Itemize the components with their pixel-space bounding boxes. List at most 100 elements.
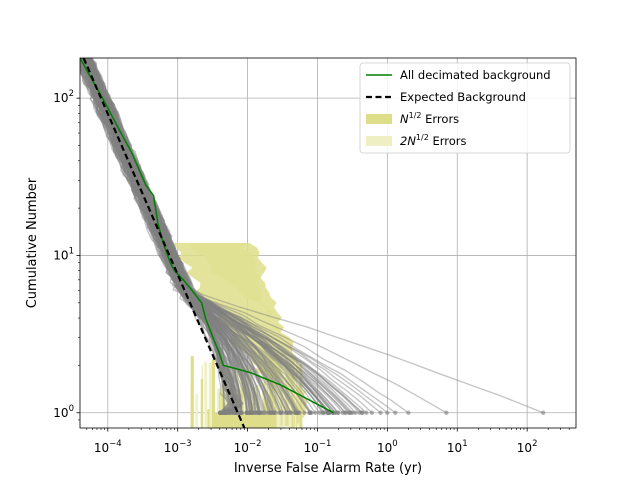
error-band-sliver [228, 368, 231, 428]
background-curve-endpoint [406, 410, 411, 415]
background-curve-endpoint [263, 410, 268, 415]
background-curve [85, 58, 298, 414]
background-curve [80, 64, 312, 414]
background-curve [87, 58, 241, 414]
background-curve-endpoint [393, 410, 398, 415]
background-curve-endpoint [317, 410, 322, 415]
background-curve [80, 60, 292, 414]
background-curve [80, 58, 289, 414]
background-curve [86, 58, 242, 414]
background-curve [84, 58, 297, 414]
background-curve [85, 58, 257, 413]
error-band-sliver [249, 365, 253, 428]
background-curve [84, 58, 251, 413]
error-band-sliver [204, 361, 207, 428]
error-band-sliver [241, 369, 244, 428]
background-curve [81, 58, 324, 414]
error-band-sliver [190, 356, 194, 428]
error-band-sliver [219, 392, 221, 428]
background-curve [80, 72, 277, 414]
background-curve [80, 58, 344, 414]
legend-label: N1/2 Errors [400, 111, 459, 126]
error-band-sliver [256, 384, 259, 428]
x-tick-label: 10−1 [304, 439, 332, 455]
background-curve [80, 60, 225, 413]
background-curve [80, 64, 261, 413]
background-curve [80, 58, 235, 413]
error-band-sliver [266, 369, 269, 428]
x-tick-label: 10−2 [234, 439, 262, 455]
legend-label: 2N1/2 Errors [400, 133, 466, 148]
background-curve [84, 58, 334, 414]
y-tick-label: 101 [53, 246, 74, 262]
error-band-sliver [246, 367, 250, 428]
background-curve [85, 58, 238, 414]
background-curve [89, 58, 254, 413]
background-curve [89, 58, 239, 414]
background-curve [87, 58, 334, 414]
error-band-sliver [200, 378, 204, 428]
error-band-sliver [232, 360, 235, 428]
background-curve [83, 58, 259, 413]
background-curve [80, 58, 363, 414]
y-tick-label: 102 [53, 89, 74, 105]
background-curve [85, 58, 282, 414]
background-curve-endpoint [313, 410, 318, 415]
background-curve [80, 58, 234, 413]
background-curve [88, 58, 253, 413]
background-curve [80, 68, 275, 414]
background-curve [80, 58, 292, 414]
background-curve [80, 67, 249, 413]
background-curve-endpoint [250, 410, 255, 415]
error-band-sliver [261, 391, 266, 428]
background-curve [80, 65, 231, 413]
background-curve [84, 58, 346, 414]
x-tick-label: 102 [517, 439, 538, 455]
legend-label: All decimated background [400, 68, 551, 82]
x-tick-label: 100 [377, 439, 398, 455]
error-band-sliver [258, 375, 261, 428]
background-curve [80, 58, 238, 414]
background-curve [82, 58, 298, 414]
background-curve-endpoint [273, 410, 279, 415]
background-curve [86, 58, 270, 413]
background-curve-endpoint [359, 410, 365, 415]
background-curve-endpoint [288, 410, 293, 415]
background-curve [80, 64, 300, 414]
legend-box [359, 62, 571, 154]
background-curve [87, 58, 354, 414]
background-curve [80, 58, 236, 413]
x-axis-label: Inverse False Alarm Rate (yr) [234, 461, 422, 476]
error-band-sliver [207, 409, 210, 428]
background-curve [80, 66, 230, 414]
background-curve [82, 58, 288, 414]
background-curve [85, 58, 330, 414]
legend-swatch-patch [366, 114, 392, 124]
error-band-n [173, 243, 308, 427]
error-band-sliver [211, 359, 215, 428]
background-curve [86, 58, 312, 414]
background-curve [88, 58, 244, 414]
background-curve-endpoint [266, 410, 272, 415]
background-curve [82, 58, 248, 413]
error-band-sliver [282, 356, 286, 428]
error-band-sliver [223, 372, 227, 428]
background-curve [81, 58, 388, 414]
error-band-sliver [244, 368, 248, 428]
background-curve [80, 58, 257, 413]
axes-frame [79, 57, 577, 429]
background-curve [89, 58, 357, 414]
series-line-expected-background [82, 58, 246, 428]
error-band-sliver [227, 370, 230, 428]
error-band-sliver [216, 388, 221, 428]
x-tick-label: 10−4 [94, 439, 122, 455]
background-curve [89, 58, 243, 413]
error-band-sliver [221, 364, 225, 428]
error-band-sliver [293, 389, 295, 428]
background-curve [80, 63, 334, 414]
background-curve-endpoint [444, 410, 449, 415]
legend-swatch-patch [366, 136, 392, 146]
background-curve-endpoint [369, 410, 375, 415]
background-curve [89, 58, 273, 413]
